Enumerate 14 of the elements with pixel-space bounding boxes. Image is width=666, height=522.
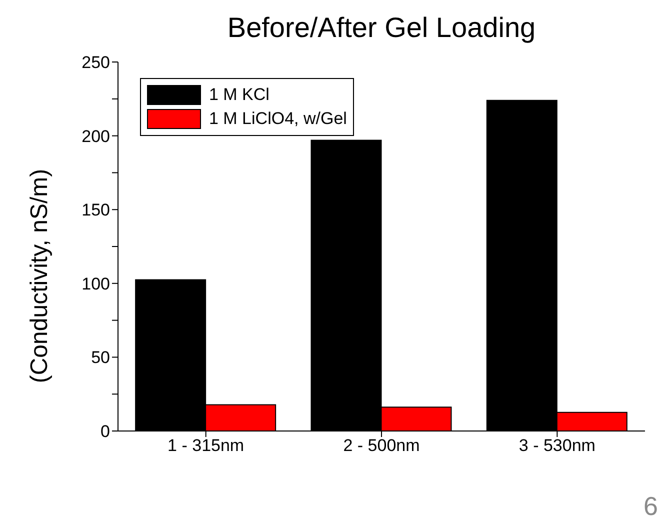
chart-title: Before/After Gel Loading bbox=[226, 12, 537, 44]
x-tick-label: 2 - 500nm bbox=[343, 436, 420, 456]
y-tick-label: 250 bbox=[82, 53, 110, 72]
y-tick-label: 150 bbox=[82, 200, 110, 220]
y-tick-label: 0 bbox=[100, 422, 110, 442]
x-tick-label: 3 - 530nm bbox=[518, 436, 596, 456]
legend-label: 1 M KCl bbox=[209, 84, 270, 106]
y-tick-label: 200 bbox=[82, 126, 110, 146]
text: 6 bbox=[644, 491, 658, 522]
legend-label: 1 M LiClO4, w/Gel bbox=[209, 108, 347, 130]
x-tick-label: 1 - 315nm bbox=[168, 436, 244, 456]
y-tick-label: 100 bbox=[82, 274, 110, 294]
y-tick-label: 50 bbox=[91, 348, 110, 368]
y-axis-title: (Conductivity, nS/m) bbox=[26, 168, 54, 384]
